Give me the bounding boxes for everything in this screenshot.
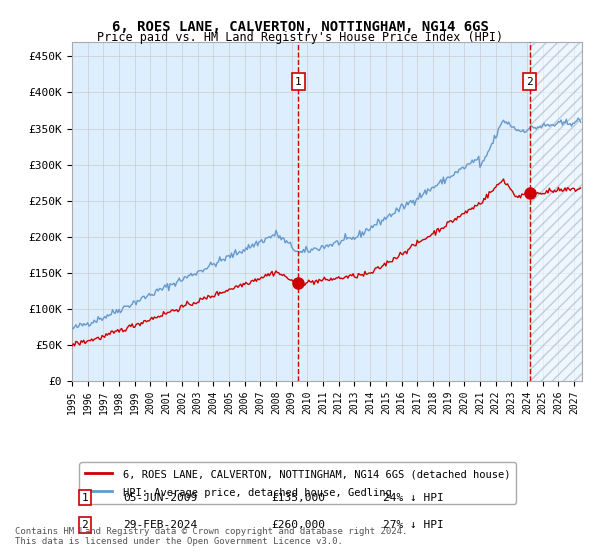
Text: 1: 1	[295, 77, 302, 87]
Text: 1: 1	[82, 493, 88, 503]
Text: 6, ROES LANE, CALVERTON, NOTTINGHAM, NG14 6GS: 6, ROES LANE, CALVERTON, NOTTINGHAM, NG1…	[112, 20, 488, 34]
Text: 2: 2	[526, 77, 533, 87]
Text: £260,000: £260,000	[271, 520, 325, 530]
Text: £135,000: £135,000	[271, 493, 325, 503]
Text: 27% ↓ HPI: 27% ↓ HPI	[383, 520, 444, 530]
Text: Contains HM Land Registry data © Crown copyright and database right 2024.
This d: Contains HM Land Registry data © Crown c…	[15, 526, 407, 546]
Text: 24% ↓ HPI: 24% ↓ HPI	[383, 493, 444, 503]
Text: 05-JUN-2009: 05-JUN-2009	[123, 493, 197, 503]
Text: 2: 2	[82, 520, 88, 530]
Text: 29-FEB-2024: 29-FEB-2024	[123, 520, 197, 530]
Legend: 6, ROES LANE, CALVERTON, NOTTINGHAM, NG14 6GS (detached house), HPI: Average pri: 6, ROES LANE, CALVERTON, NOTTINGHAM, NG1…	[79, 463, 517, 504]
Text: Price paid vs. HM Land Registry's House Price Index (HPI): Price paid vs. HM Land Registry's House …	[97, 31, 503, 44]
